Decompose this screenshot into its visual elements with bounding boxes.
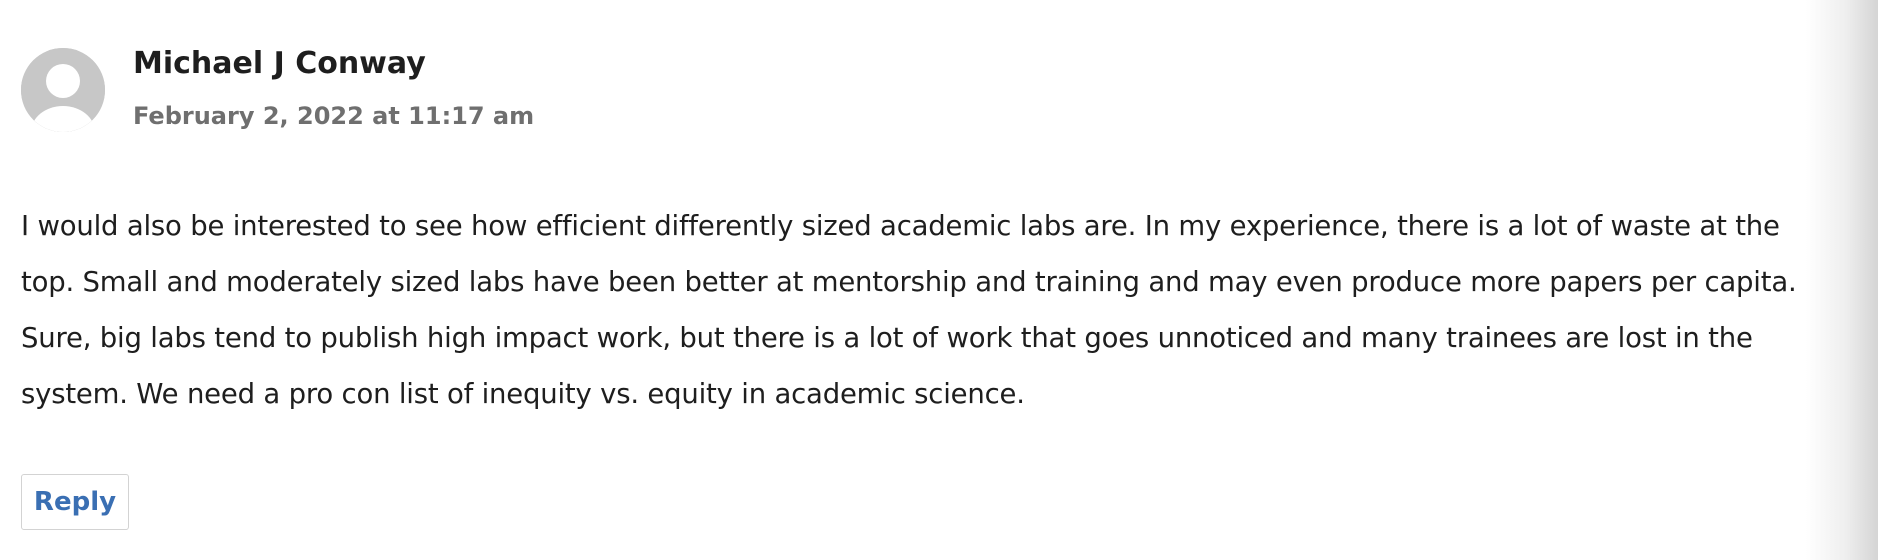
scroll-edge-shadow xyxy=(1806,0,1878,560)
avatar xyxy=(21,48,105,132)
comment-author: Michael J Conway xyxy=(133,46,426,81)
reply-button[interactable]: Reply xyxy=(21,474,129,530)
default-user-icon xyxy=(21,48,105,132)
comment: Michael J Conway February 2, 2022 at 11:… xyxy=(21,46,1797,530)
comment-body: I would also be interested to see how ef… xyxy=(21,210,1797,410)
comment-date[interactable]: February 2, 2022 at 11:17 am xyxy=(133,102,535,130)
